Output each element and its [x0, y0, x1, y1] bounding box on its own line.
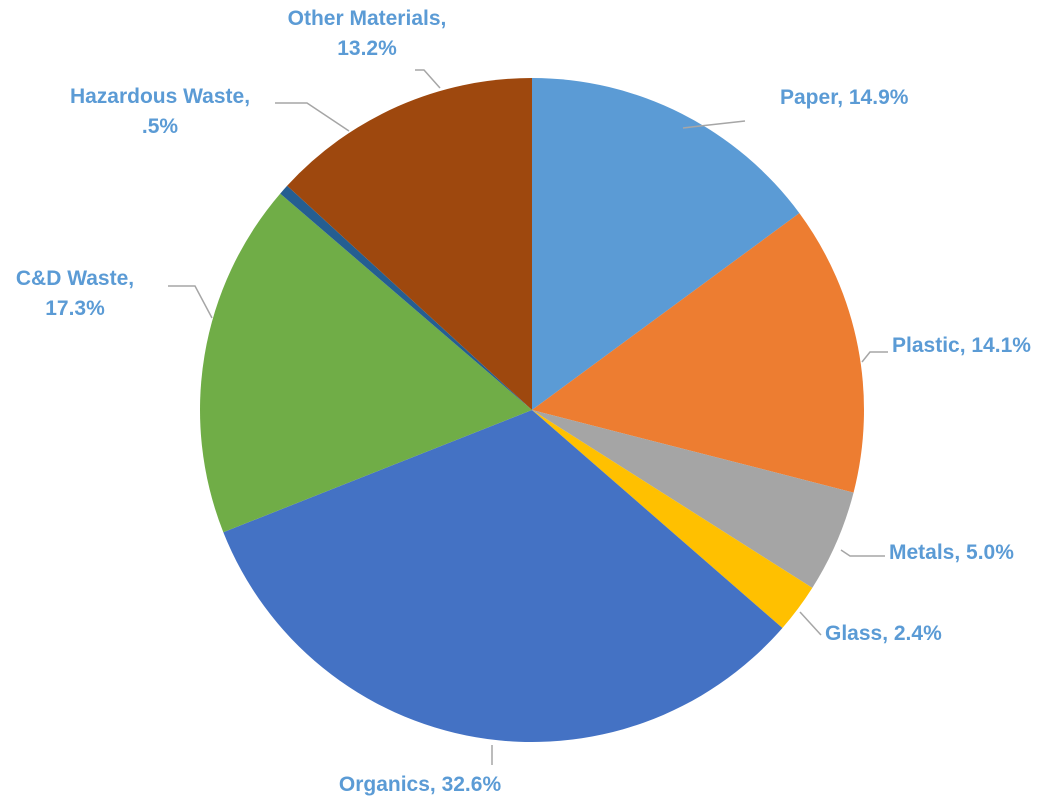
pie-slice-organics [223, 410, 783, 742]
data-label-line: .5% [142, 115, 179, 138]
leader-line-metals [840, 549, 885, 557]
data-label-paper: Paper, 14.9% [780, 86, 909, 109]
pie-slice-candd-waste [200, 193, 532, 533]
pie-slice-plastic [532, 213, 864, 493]
data-label-line: 13.2% [337, 37, 397, 60]
leader-line-hazardous-waste [275, 102, 350, 132]
data-label-line: C&D Waste, [16, 267, 134, 290]
leader-line-other-materials [415, 69, 441, 89]
data-label-candd-waste: C&D Waste, 17.3% [16, 267, 134, 320]
pie-slices [200, 78, 864, 742]
pie-slice-paper [532, 78, 800, 410]
pie-slice-other-materials [287, 78, 532, 410]
data-label-plastic: Plastic, 14.1% [892, 334, 1031, 357]
data-label-line: Organics, 32.6% [339, 773, 502, 796]
leader-line-glass [799, 611, 822, 636]
pie-slice-hazardous-waste [280, 185, 532, 410]
data-label-line: Plastic, 14.1% [892, 334, 1031, 357]
data-labels: Paper, 14.9% Plastic, 14.1% Metals, 5.0% Gl… [16, 7, 1031, 796]
data-label-metals: Metals, 5.0% [889, 541, 1014, 564]
leader-line-candd-waste [168, 285, 213, 319]
pie-slice-glass [532, 410, 813, 628]
data-label-line: Metals, 5.0% [889, 541, 1014, 564]
data-label-organics: Organics, 32.6% [339, 773, 502, 796]
data-label-line: Paper, 14.9% [780, 86, 909, 109]
data-label-other-materials: Other Materials, 13.2% [288, 7, 447, 60]
leader-line-paper [682, 120, 746, 129]
pie-slice-metals [532, 410, 854, 588]
data-label-line: Hazardous Waste, [70, 85, 250, 108]
data-label-glass: Glass, 2.4% [825, 622, 942, 645]
leader-line-plastic [861, 351, 888, 363]
data-label-line: Other Materials, [288, 7, 447, 30]
data-label-line: Glass, 2.4% [825, 622, 942, 645]
data-label-hazardous-waste: Hazardous Waste, .5% [70, 85, 250, 138]
leader-lines [168, 69, 888, 765]
data-label-line: 17.3% [45, 297, 105, 320]
